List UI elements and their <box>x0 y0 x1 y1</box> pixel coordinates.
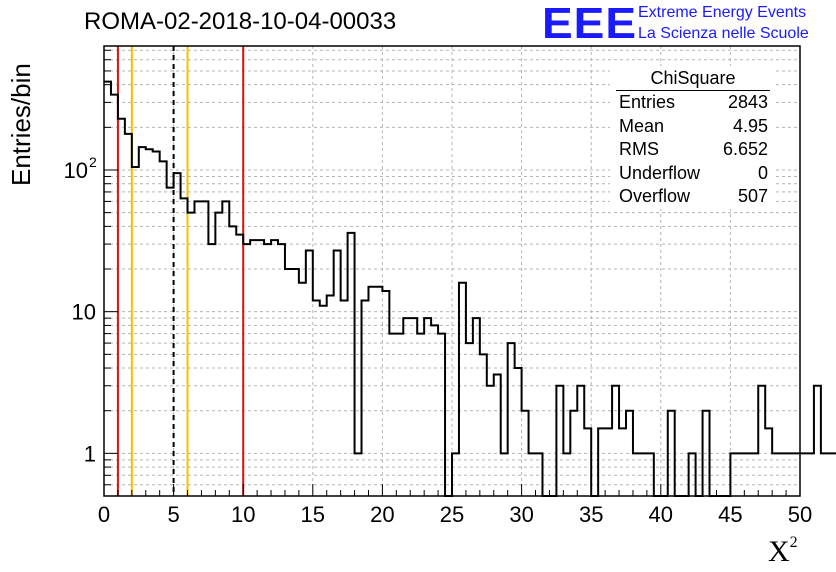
x-tick-label: 40 <box>649 502 673 527</box>
x-tick-label: 5 <box>167 502 179 527</box>
x-tick-label: 45 <box>718 502 742 527</box>
y-tick-label-base: 10 <box>64 158 88 183</box>
stats-value: 4.95 <box>732 115 768 136</box>
y-tick-label-base: 1 <box>84 441 96 466</box>
stats-row-overflow: Overflow 507 <box>610 185 776 209</box>
x-tick-label: 35 <box>579 502 603 527</box>
x-tick-label: 0 <box>98 502 110 527</box>
logo-line-2: La Scienza nelle Scuole <box>638 25 809 42</box>
x-axis-label: X2 <box>768 534 798 569</box>
stats-title: ChiSquare <box>616 66 770 91</box>
y-tick-label: 10 <box>72 300 96 325</box>
stats-row-entries: Entries 2843 <box>610 91 776 115</box>
x-tick-label: 25 <box>440 502 464 527</box>
x-axis-ticks: 0 5 10 15 20 25 30 35 40 45 50 <box>98 484 812 527</box>
logo-line-1: Extreme Energy Events <box>638 4 807 21</box>
x-axis-label-base: X <box>768 535 790 568</box>
stats-label: Entries <box>619 92 676 112</box>
stats-label: RMS <box>619 139 659 159</box>
chart-title: ROMA-02-2018-10-04-00033 <box>84 8 397 35</box>
eee-logo: EEE <box>542 0 638 48</box>
x-tick-label: 30 <box>509 502 533 527</box>
x-tick-label: 15 <box>301 502 325 527</box>
stats-value: 2843 <box>727 92 768 112</box>
x-axis-label-superscript: 2 <box>789 534 798 551</box>
marker-lines <box>116 46 245 496</box>
y-tick-label: 1 <box>84 441 96 466</box>
stats-value: 507 <box>737 186 768 206</box>
stats-label: Underflow <box>619 162 701 183</box>
y-axis-label: Entries/bin <box>6 63 36 186</box>
x-tick-label: 20 <box>370 502 394 527</box>
stats-value: 6.652 <box>722 139 768 159</box>
y-tick-label-base: 10 <box>72 300 96 325</box>
grid-lines <box>104 46 800 496</box>
x-tick-label: 10 <box>231 502 255 527</box>
stats-row-mean: Mean 4.95 <box>610 115 776 139</box>
stats-label: Mean <box>619 115 665 136</box>
stats-box: ChiSquare Entries 2843 Mean 4.95 RMS 6.6… <box>610 66 776 209</box>
x-tick-label: 50 <box>788 502 812 527</box>
histogram-series <box>104 80 836 497</box>
y-tick-label: 10 2 <box>64 154 97 183</box>
stats-value: 0 <box>757 162 768 183</box>
y-tick-label-exponent: 2 <box>89 154 97 170</box>
stats-label: Overflow <box>619 186 691 206</box>
stats-row-rms: RMS 6.652 <box>610 138 776 162</box>
stats-row-underflow: Underflow 0 <box>610 162 776 186</box>
